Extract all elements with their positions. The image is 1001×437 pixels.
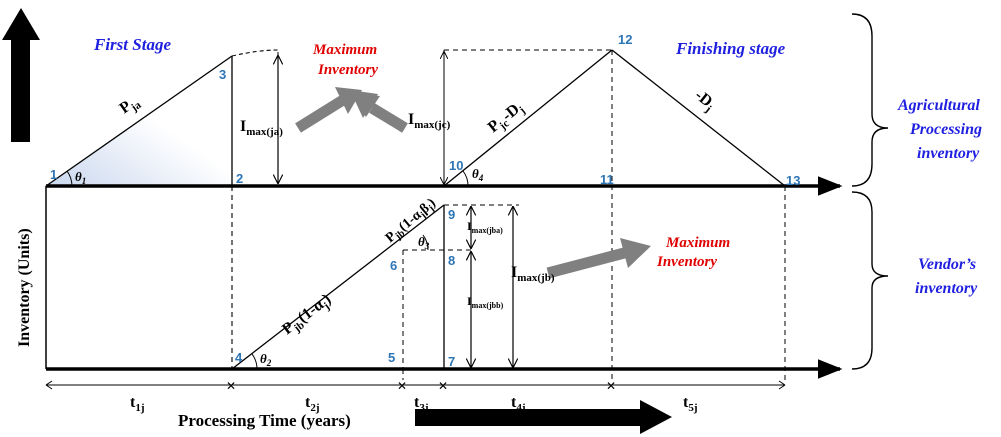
- max-inventory-vendor-line1: Maximum: [665, 235, 730, 251]
- point-13: 13: [786, 173, 800, 188]
- max-inventory-vendor-line2: Inventory: [656, 254, 717, 270]
- theta-2: θ2: [260, 351, 272, 368]
- point-11: 11: [600, 172, 614, 187]
- time-dimension-line: ✕ ✕ ✕ ✕: [45, 379, 786, 393]
- brace-agricultural: [851, 13, 889, 187]
- point-5: 5: [388, 350, 395, 365]
- agricultural-label-2: Processing: [909, 121, 982, 138]
- x-axis-label: Processing Time (years): [178, 411, 351, 430]
- theta-1: θ1: [75, 169, 86, 186]
- point-8: 8: [448, 253, 455, 268]
- svg-text:✕: ✕: [606, 379, 616, 393]
- time-t5j: t5j: [683, 394, 698, 414]
- point-3: 3: [219, 67, 226, 82]
- first-stage-production-line: [45, 55, 233, 187]
- point-1: 1: [50, 167, 57, 182]
- point-2: 2: [236, 171, 243, 186]
- finishing-rise-line: [443, 49, 613, 187]
- point-7: 7: [448, 354, 455, 369]
- brace-vendor: [851, 191, 889, 370]
- rate-pjb-1-alpha: Pjb(1-αj): [279, 291, 336, 341]
- max-inventory-top-line1: Maximum: [312, 42, 377, 58]
- gray-arrow-vendor: [546, 238, 651, 279]
- point-9: 9: [448, 207, 455, 222]
- svg-text:✕: ✕: [397, 379, 407, 393]
- time-t4j: t4j: [511, 394, 526, 414]
- point-10: 10: [449, 158, 463, 173]
- agricultural-label-1: Agricultural: [897, 97, 980, 114]
- agricultural-label-3: inventory: [917, 145, 980, 162]
- imax-jb-label: Imax(jb): [511, 264, 555, 284]
- gray-arrow-right: [350, 90, 408, 133]
- rate-neg-dj: -Dj: [690, 87, 719, 115]
- rate-pja: Pja: [117, 92, 144, 120]
- svg-text:✕: ✕: [226, 379, 236, 393]
- time-t1j: t1j: [130, 394, 145, 414]
- imax-jba-label: Imax(jba): [467, 219, 503, 235]
- vendor-production-line: [231, 204, 445, 370]
- first-stage-label: First Stage: [93, 35, 171, 54]
- svg-text:✕: ✕: [438, 379, 448, 393]
- point-12: 12: [618, 32, 632, 47]
- time-t2j: t2j: [305, 394, 320, 414]
- imax-jbb-label: Imax(jbb): [467, 294, 504, 310]
- rate-pjc-dj: Pjc-Dj: [485, 98, 528, 138]
- theta-4: θ4: [472, 166, 484, 183]
- vendor-label-2: inventory: [915, 280, 978, 297]
- time-t3j: t3j: [414, 394, 429, 414]
- y-axis-label: Inventory (Units): [16, 228, 33, 347]
- horizontal-axis-arrow: [415, 400, 672, 434]
- point-6: 6: [390, 258, 397, 273]
- point-4: 4: [235, 350, 243, 365]
- vertical-axis-arrow: [2, 8, 40, 142]
- imax-jc-label: Imax(jc): [408, 111, 451, 131]
- theta-3: θ3: [418, 234, 430, 251]
- finishing-fall-line: [611, 49, 786, 187]
- max-inventory-top-line2: Inventory: [317, 62, 378, 78]
- finishing-stage-label: Finishing stage: [675, 39, 786, 58]
- vendor-label-1: Vendor’s: [918, 256, 976, 273]
- rate-pjb-1-alpha-beta: Pjb(1-αjβj): [383, 196, 440, 248]
- imax-ja-label: Imax(ja): [240, 118, 283, 138]
